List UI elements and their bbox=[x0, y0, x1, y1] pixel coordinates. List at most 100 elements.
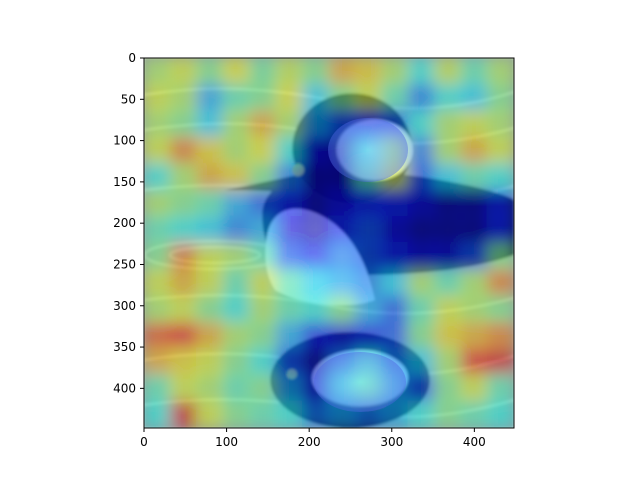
x-axis: 0 100 200 300 400 bbox=[140, 428, 486, 449]
heatmap-cell bbox=[380, 215, 410, 244]
heatmap-cell bbox=[486, 58, 514, 86]
heatmap-cell bbox=[301, 136, 330, 165]
heatmap-cell bbox=[433, 83, 463, 112]
heatmap-cell bbox=[486, 400, 514, 428]
heatmap-cell bbox=[169, 189, 198, 218]
y-tick-label: 150 bbox=[113, 175, 136, 189]
heatmap-cell bbox=[144, 268, 172, 297]
heatmap-cell bbox=[248, 215, 278, 244]
heatmap-cell bbox=[486, 374, 514, 403]
heatmap-cell bbox=[486, 215, 514, 244]
heatmap-cell bbox=[222, 374, 251, 403]
heatmap-cell bbox=[169, 136, 198, 165]
heatmap-cell bbox=[407, 268, 436, 297]
heatmap-cell bbox=[354, 58, 383, 86]
heatmap-cell bbox=[328, 215, 357, 244]
duck-attention-glow bbox=[314, 118, 408, 412]
y-tick-label: 100 bbox=[113, 134, 136, 148]
heatmap-cell bbox=[407, 162, 436, 192]
heatmap-cell bbox=[354, 294, 383, 324]
heatmap-cell bbox=[248, 242, 278, 271]
heatmap-cell bbox=[460, 189, 489, 218]
heatmap-cell bbox=[328, 242, 357, 271]
heatmap-cell bbox=[169, 109, 198, 139]
heatmap-cell bbox=[248, 136, 278, 165]
heatmap-cell bbox=[354, 321, 383, 350]
heatmap-cell bbox=[301, 294, 330, 324]
heatmap-cell bbox=[433, 58, 463, 86]
heatmap-cell bbox=[407, 321, 436, 350]
heatmap-cell bbox=[380, 321, 410, 350]
heatmap-cell bbox=[248, 374, 278, 403]
heatmap-cell bbox=[433, 321, 463, 350]
heatmap-cell bbox=[301, 400, 330, 428]
heatmap-cell bbox=[169, 215, 198, 244]
heatmap-cell bbox=[275, 189, 304, 218]
heatmap-cell bbox=[354, 242, 383, 271]
heatmap-cell bbox=[144, 83, 172, 112]
heatmap-cell bbox=[222, 400, 251, 428]
heatmap-cell bbox=[195, 83, 225, 112]
x-tick-label: 100 bbox=[215, 435, 238, 449]
heatmap-cell bbox=[486, 189, 514, 218]
heatmap-cell bbox=[460, 136, 489, 165]
heatmap-cell bbox=[144, 109, 172, 139]
heatmap-cell bbox=[169, 242, 198, 271]
heatmap-cell bbox=[275, 400, 304, 428]
heatmap-cell bbox=[407, 189, 436, 218]
y-tick-label: 400 bbox=[113, 381, 136, 395]
heatmap-cell bbox=[275, 215, 304, 244]
heatmap-cell bbox=[407, 83, 436, 112]
heatmap-cell bbox=[144, 321, 172, 350]
heatmap-cell bbox=[301, 321, 330, 350]
heatmap-cell bbox=[144, 294, 172, 324]
heatmap-cell bbox=[275, 162, 304, 192]
heatmap-cell bbox=[433, 215, 463, 244]
heatmap-cell bbox=[248, 321, 278, 350]
heatmap-cell bbox=[486, 162, 514, 192]
heatmap-cell bbox=[433, 374, 463, 403]
axes-frame bbox=[143, 57, 515, 429]
heatmap-cell bbox=[486, 136, 514, 165]
heatmap-cell bbox=[433, 242, 463, 271]
heatmap-cell bbox=[328, 321, 357, 350]
heatmap-cell bbox=[248, 294, 278, 324]
heatmap-cell bbox=[195, 374, 225, 403]
heatmap-cell bbox=[460, 58, 489, 86]
heatmap-cell bbox=[222, 189, 251, 218]
heatmap-cell bbox=[407, 109, 436, 139]
heatmap-cell bbox=[222, 215, 251, 244]
heatmap-cell bbox=[248, 162, 278, 192]
heatmap-cell bbox=[407, 58, 436, 86]
heatmap-cell bbox=[275, 109, 304, 139]
heatmap-cell bbox=[354, 189, 383, 218]
heatmap-cell bbox=[195, 189, 225, 218]
heatmap-cell bbox=[460, 347, 489, 377]
heatmap-cell bbox=[248, 109, 278, 139]
heatmap-cell bbox=[248, 189, 278, 218]
heatmap-cell bbox=[328, 294, 357, 324]
heatmap-cell bbox=[301, 83, 330, 112]
heatmap-cell bbox=[275, 294, 304, 324]
heatmap-cell bbox=[248, 268, 278, 297]
heatmap-cell bbox=[144, 400, 172, 428]
heatmap-cell bbox=[354, 268, 383, 297]
heatmap-cell bbox=[433, 268, 463, 297]
heatmap-cell bbox=[354, 83, 383, 112]
heatmap-cell bbox=[144, 242, 172, 271]
heatmap-cell bbox=[195, 136, 225, 165]
heatmap-cell bbox=[144, 215, 172, 244]
y-axis: 0 50 100 150 200 250 300 350 400 bbox=[113, 51, 144, 395]
heatmap-cell bbox=[144, 162, 172, 192]
x-tick-label: 200 bbox=[298, 435, 321, 449]
y-tick-label: 250 bbox=[113, 257, 136, 271]
x-tick-label: 300 bbox=[380, 435, 403, 449]
heatmap-cell bbox=[407, 242, 436, 271]
heatmap-cell bbox=[169, 347, 198, 377]
heatmap-cell bbox=[248, 58, 278, 86]
heatmap-cell bbox=[380, 83, 410, 112]
heatmap-cell bbox=[486, 321, 514, 350]
heatmap-cell bbox=[486, 268, 514, 297]
heatmap-cell bbox=[275, 58, 304, 86]
heatmap-cell bbox=[460, 321, 489, 350]
